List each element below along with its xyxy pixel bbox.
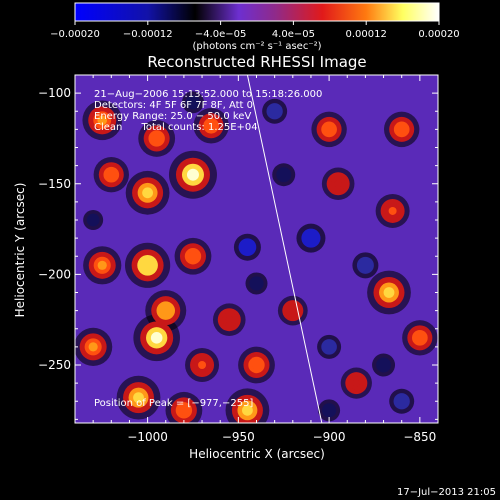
peak-position-label: Position of Peak = [−977,−255]: [94, 398, 253, 409]
colorbar-gradient: [74, 2, 440, 22]
source-negative-core: [266, 103, 283, 120]
colorbar-tick-label: −0.00012: [123, 29, 173, 40]
source-negative-core: [86, 213, 100, 227]
source-core: [206, 121, 216, 130]
axis-ticks: −1000 −950 −900 −850 −100 −150 −200 −250: [38, 74, 438, 444]
source-core: [160, 305, 171, 316]
source-core: [334, 179, 342, 188]
source-core: [324, 125, 334, 134]
source-negative-core: [185, 95, 201, 110]
annotation-time-range: 21−Aug−2006 15:13:52.000 to 15:18:26.000: [94, 89, 322, 100]
annotation-detectors: Detectors: 4F 5F 6F 7F 8F, Att 0: [94, 100, 253, 111]
source-core: [97, 115, 108, 126]
x-tick-label: −1000: [127, 430, 168, 444]
source-core: [188, 251, 198, 261]
y-tick-label: −100: [38, 86, 71, 100]
source-core: [152, 134, 162, 143]
source-core: [352, 379, 360, 387]
source-core: [388, 206, 397, 215]
source-core: [97, 260, 107, 270]
y-tick-label: −250: [38, 358, 71, 372]
colorbar-tick-label: −4.0e−05: [195, 29, 247, 40]
y-tick-label: −150: [38, 177, 71, 191]
source-core: [252, 360, 261, 370]
solar-limb-line: [246, 75, 323, 423]
source-negative-core: [238, 238, 257, 257]
y-axis-label: Heliocentric Y (arcsec): [13, 183, 27, 318]
colorbar: −0.00020 −0.00012 −4.0e−05 4.0e−05 0.00012 0.…: [50, 2, 460, 52]
x-tick-label: −900: [313, 430, 346, 444]
chart-title: Reconstructed RHESSI Image: [147, 53, 366, 71]
source-core: [142, 187, 154, 199]
x-tick-label: −950: [222, 430, 255, 444]
source-core: [225, 315, 234, 324]
colorbar-tick-label: −0.00020: [50, 29, 100, 40]
source-core: [397, 125, 406, 134]
source-negative-core: [301, 228, 321, 248]
source-core: [415, 333, 425, 343]
source-negative-core: [322, 403, 337, 418]
source-negative-core: [249, 276, 264, 291]
observation-annotations: 21−Aug−2006 15:13:52.000 to 15:18:26.000…: [94, 89, 322, 133]
annotation-energy-range: Energy Range: 25.0 − 50.0 keV: [94, 111, 251, 122]
reconstructed-image: [75, 91, 438, 423]
source-core: [289, 307, 297, 315]
colorbar-tick-label: 0.00012: [346, 29, 387, 40]
colorbar-tick-label: 4.0e−05: [272, 29, 315, 40]
annotation-clean-counts: Clean Total counts: 1.25E+04: [94, 122, 258, 133]
source-negative-core: [356, 256, 374, 274]
y-tick-label: −200: [38, 267, 71, 281]
x-tick-label: −850: [403, 430, 436, 444]
source-core: [88, 342, 98, 352]
source-core: [179, 405, 189, 415]
source-core: [142, 259, 154, 271]
source-core: [133, 392, 144, 404]
colorbar-tick-label: 0.00020: [418, 29, 459, 40]
source-negative-core: [376, 357, 391, 373]
footer-timestamp: 17−Jul−2013 21:05: [397, 487, 496, 498]
colorbar-ticks: −0.00020 −0.00012 −4.0e−05 4.0e−05 0.00012 0.…: [50, 21, 460, 40]
source-core: [150, 332, 163, 344]
source-core: [107, 170, 116, 179]
source-core: [198, 361, 207, 369]
colorbar-units: (photons cm⁻² s⁻¹ asec⁻²): [192, 41, 321, 52]
source-core: [242, 404, 253, 416]
source-negative-core: [276, 167, 292, 183]
source-core: [186, 168, 199, 181]
x-axis-label: Heliocentric X (arcsec): [189, 447, 325, 461]
source-negative-core: [393, 393, 410, 410]
source-negative-core: [321, 339, 337, 355]
source-core: [383, 287, 395, 298]
